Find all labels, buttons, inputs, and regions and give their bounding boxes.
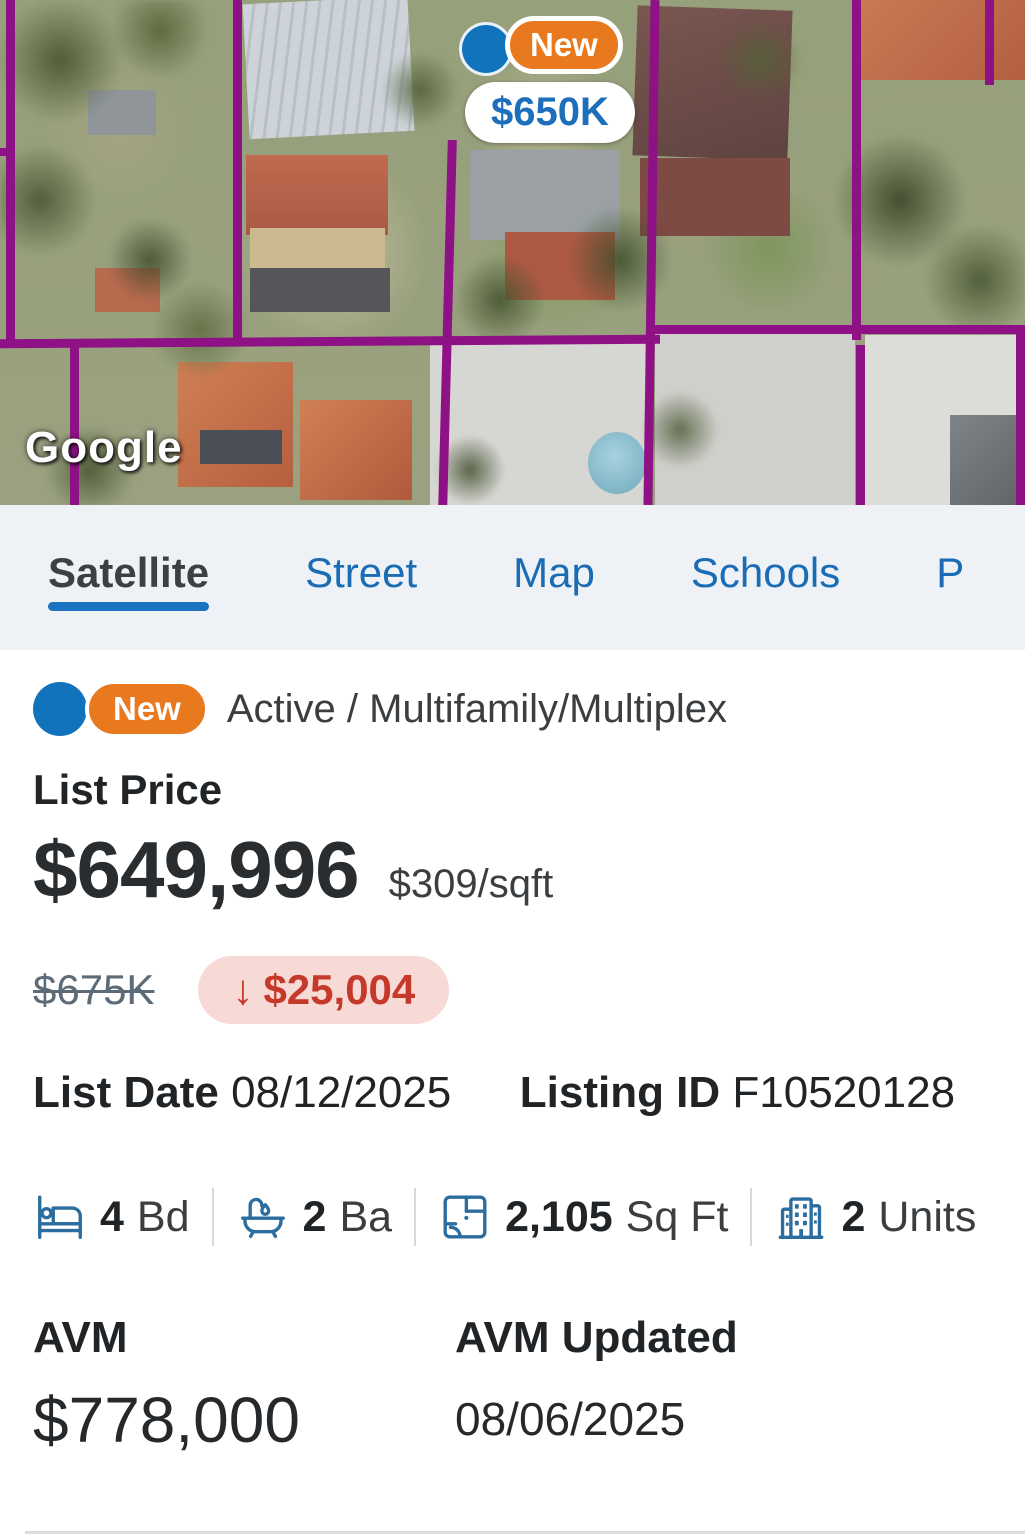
stat-units: 2 Units — [774, 1190, 976, 1244]
marker-new-badge: New — [505, 16, 623, 74]
stat-divider — [211, 1188, 214, 1246]
marker-price-label: $650K — [465, 82, 635, 143]
bed-icon — [38, 1195, 82, 1239]
list-price-label: List Price — [33, 766, 223, 813]
parcel-boundary-line — [6, 0, 15, 348]
list-price-value: $649,996 — [33, 825, 360, 914]
avm-updated-label: AVM Updated — [455, 1313, 738, 1362]
parcel-boundary-line — [852, 0, 861, 340]
parcel-boundary-line — [0, 148, 13, 156]
selected-tab-indicator — [48, 601, 210, 611]
tab-map[interactable]: Map — [513, 548, 595, 596]
bath-icon — [240, 1197, 285, 1239]
parcel-boundary-line — [233, 0, 242, 345]
tab-street[interactable]: Street — [305, 548, 418, 596]
google-watermark: Google — [25, 423, 183, 472]
section-divider — [25, 1531, 1025, 1534]
listing-id-value: F10520128 — [732, 1068, 956, 1117]
parcel-boundary-line — [856, 345, 865, 505]
price-row: $649,996 $309/sqft — [33, 822, 992, 918]
marker-status-dot — [459, 22, 513, 76]
stat-divider — [750, 1188, 753, 1246]
list-date-label: List Date — [33, 1068, 219, 1117]
original-price: $675K — [33, 966, 155, 1013]
price-drop-amount: $25,004 — [263, 966, 416, 1013]
listing-status-text: Active / Multifamily/Multiplex — [226, 686, 727, 731]
list-date-row: List Date 08/12/2025 Listing ID F1052012… — [33, 1068, 992, 1118]
map-price-marker[interactable]: New $650K — [455, 16, 675, 156]
price-drop-badge: ↓ $25,004 — [198, 956, 450, 1024]
avm-section: AVM AVM Updated $778,000 08/06/2025 — [33, 1313, 992, 1457]
list-date-value: 08/12/2025 — [231, 1068, 452, 1117]
avm-label: AVM — [33, 1313, 128, 1362]
status-dot — [33, 682, 87, 736]
parcel-boundary-line — [1016, 330, 1025, 505]
parcel-boundary-line — [70, 345, 79, 505]
tab-photos-truncated[interactable]: P — [936, 548, 965, 596]
price-drop-row: $675K ↓ $25,004 — [33, 956, 992, 1024]
map-satellite-view[interactable]: New $650K Google — [0, 0, 1025, 505]
price-drop-arrow-icon: ↓ — [232, 966, 254, 1013]
stat-divider — [414, 1188, 417, 1246]
avm-updated-date: 08/06/2025 — [455, 1393, 686, 1445]
floorplan-icon — [443, 1195, 487, 1239]
property-stats-row: 4 Bd 2 Ba — [33, 1188, 992, 1246]
tab-satellite[interactable]: Satellite — [48, 519, 210, 637]
stat-bathrooms: 2 Ba — [236, 1190, 392, 1244]
tab-schools[interactable]: Schools — [690, 548, 841, 596]
map-view-tabs: Satellite Street Map Schools P — [0, 505, 1025, 650]
building-icon — [779, 1197, 824, 1239]
listing-summary-panel: New Active / Multifamily/Multiplex List … — [0, 650, 1025, 1536]
parcel-boundary-line — [650, 325, 1025, 334]
new-badge: New — [85, 680, 209, 738]
stat-square-feet: 2,105 Sq Ft — [438, 1190, 728, 1244]
parcel-boundary-line — [985, 0, 994, 85]
listing-id-label: Listing ID — [519, 1068, 721, 1117]
stat-bedrooms: 4 Bd — [33, 1190, 190, 1244]
status-row: New Active / Multifamily/Multiplex — [33, 650, 992, 738]
avm-value: $778,000 — [33, 1384, 300, 1456]
price-per-sqft: $309/sqft — [388, 862, 554, 906]
